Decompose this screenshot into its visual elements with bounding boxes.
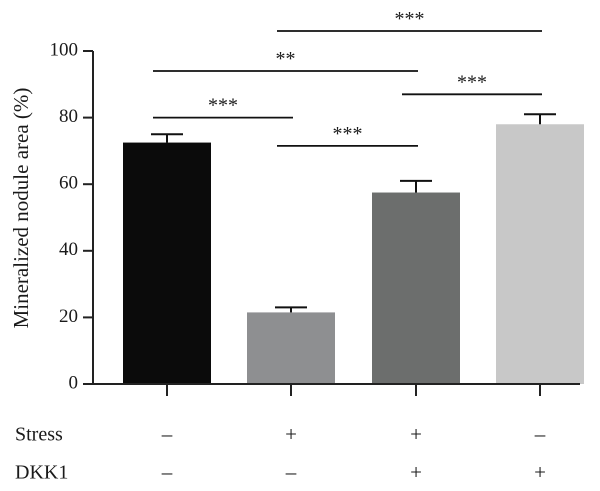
condition-row-label: DKK1 bbox=[15, 462, 68, 484]
bar bbox=[496, 124, 584, 384]
condition-symbol: + bbox=[534, 460, 546, 484]
significance-label: *** bbox=[395, 8, 425, 30]
bar bbox=[247, 312, 335, 384]
significance-brackets: ************** bbox=[153, 8, 542, 147]
y-tick-label: 20 bbox=[59, 306, 78, 327]
condition-symbol: – bbox=[534, 422, 546, 446]
condition-symbol: – bbox=[161, 422, 173, 446]
y-axis-label: Mineralized nodule area (%) bbox=[9, 88, 33, 329]
bar bbox=[372, 192, 460, 384]
significance-label: *** bbox=[333, 123, 363, 145]
condition-symbol: – bbox=[285, 460, 297, 484]
condition-symbol: + bbox=[410, 422, 422, 446]
y-tick-label: 60 bbox=[59, 173, 78, 194]
condition-symbol: + bbox=[410, 460, 422, 484]
bars-group bbox=[123, 113, 584, 384]
condition-symbol: – bbox=[161, 460, 173, 484]
significance-label: *** bbox=[208, 95, 238, 117]
y-tick-label: 80 bbox=[59, 106, 78, 127]
significance-label: ** bbox=[276, 48, 296, 70]
y-tick-label: 0 bbox=[69, 372, 79, 393]
x-axis bbox=[93, 383, 580, 396]
significance-label: *** bbox=[457, 71, 487, 93]
y-tick-label: 100 bbox=[50, 39, 79, 60]
condition-row-label: Stress bbox=[15, 424, 63, 446]
condition-table: Stress – + + – DKK1 – – + + bbox=[15, 422, 546, 484]
y-tick-label: 40 bbox=[59, 239, 78, 260]
bar bbox=[123, 142, 211, 384]
condition-symbol: + bbox=[285, 422, 297, 446]
y-axis: 0 20 40 60 80 100 bbox=[50, 39, 94, 393]
